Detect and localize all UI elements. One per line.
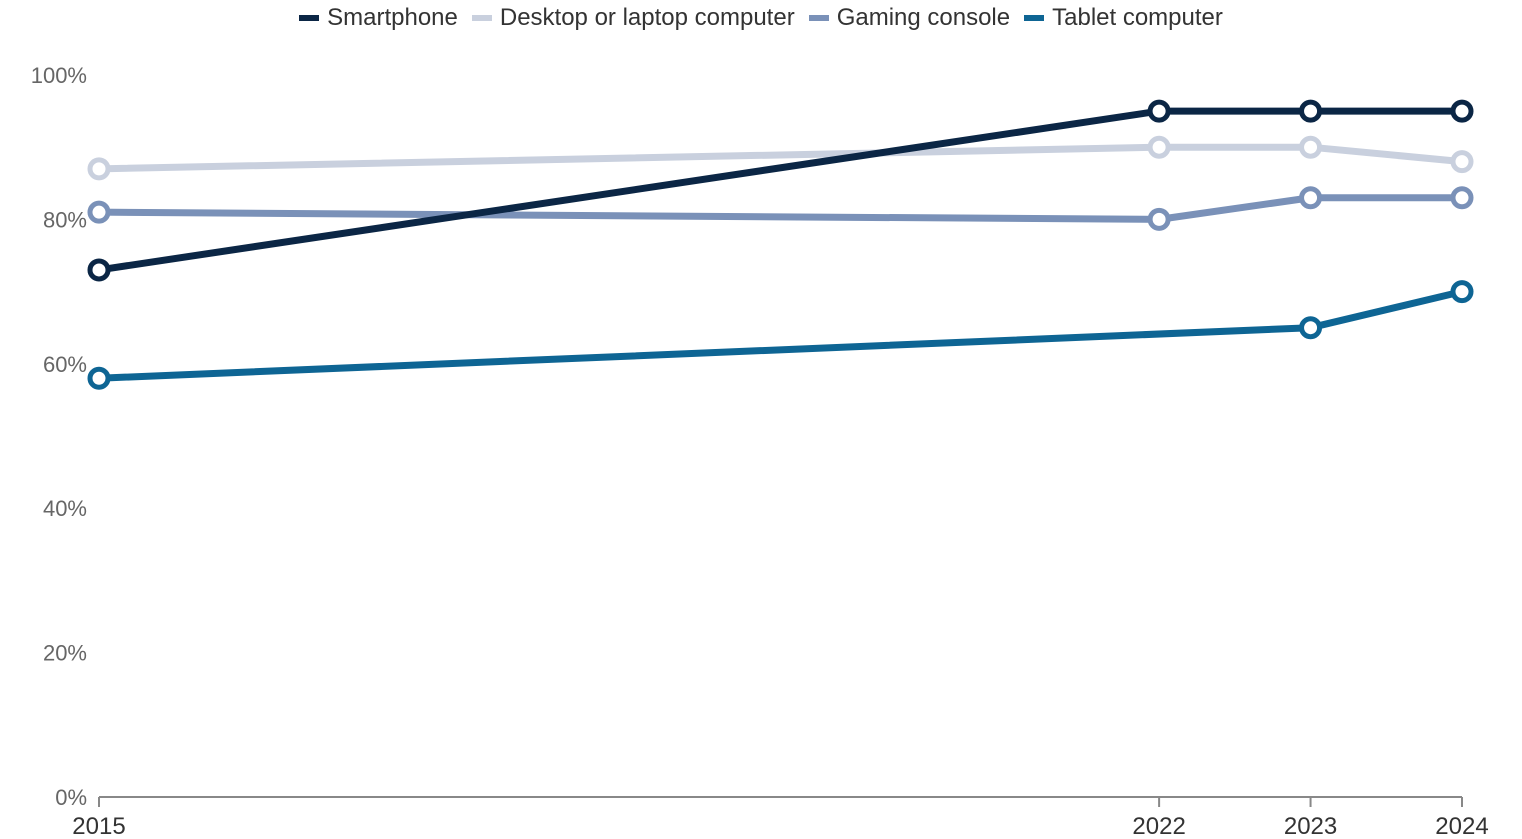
series-line-desktop-or-laptop-computer (95, 143, 1466, 173)
legend-label-tablet: Tablet computer (1052, 4, 1223, 31)
legend-swatch-gaming-console (808, 15, 829, 21)
legend-swatch-tablet (1024, 15, 1045, 21)
data-point-smartphone (1147, 99, 1171, 123)
data-point-tablet-computer (1450, 280, 1474, 304)
data-point-desktop-or-laptop-computer (1147, 135, 1171, 159)
legend-item-desktop: Desktop or laptop computer (471, 4, 795, 32)
x-tick-label: 2024 (1435, 813, 1488, 839)
data-point-smartphone (1299, 99, 1323, 123)
y-tick-label: 100% (31, 63, 87, 88)
legend-label-desktop: Desktop or laptop computer (499, 4, 795, 31)
data-point-gaming-console (1147, 207, 1171, 231)
data-point-gaming-console (1450, 186, 1474, 210)
y-tick-label: 60% (43, 352, 87, 377)
data-point-desktop-or-laptop-computer (1299, 135, 1323, 159)
data-point-tablet-computer (1299, 316, 1323, 340)
y-tick-label: 40% (43, 496, 87, 521)
y-tick-label: 20% (43, 641, 87, 666)
legend-item-smartphone: Smartphone (299, 4, 458, 32)
series-line-tablet-computer (95, 288, 1466, 382)
data-point-smartphone (1450, 99, 1474, 123)
data-point-gaming-console (1299, 186, 1323, 210)
legend: Smartphone Desktop or laptop computer Ga… (0, 4, 1522, 32)
series-line-gaming-console (95, 194, 1466, 223)
x-tick-label: 2015 (72, 813, 125, 839)
x-tick-label: 2023 (1284, 813, 1337, 839)
legend-label-gaming-console: Gaming console (836, 4, 1011, 31)
data-point-desktop-or-laptop-computer (1450, 150, 1474, 174)
data-point-smartphone (87, 258, 111, 282)
legend-item-gaming-console: Gaming console (808, 4, 1011, 32)
y-tick-label: 0% (55, 785, 87, 810)
data-point-tablet-computer (87, 366, 111, 390)
legend-swatch-desktop (471, 15, 492, 21)
data-point-desktop-or-laptop-computer (87, 157, 111, 181)
legend-label-smartphone: Smartphone (327, 4, 458, 31)
y-tick-label: 80% (43, 207, 87, 232)
data-point-gaming-console (87, 200, 111, 224)
legend-swatch-smartphone (299, 15, 320, 21)
series-line-smartphone (95, 107, 1466, 274)
legend-item-tablet: Tablet computer (1024, 4, 1223, 32)
x-tick-label: 2022 (1132, 813, 1185, 839)
